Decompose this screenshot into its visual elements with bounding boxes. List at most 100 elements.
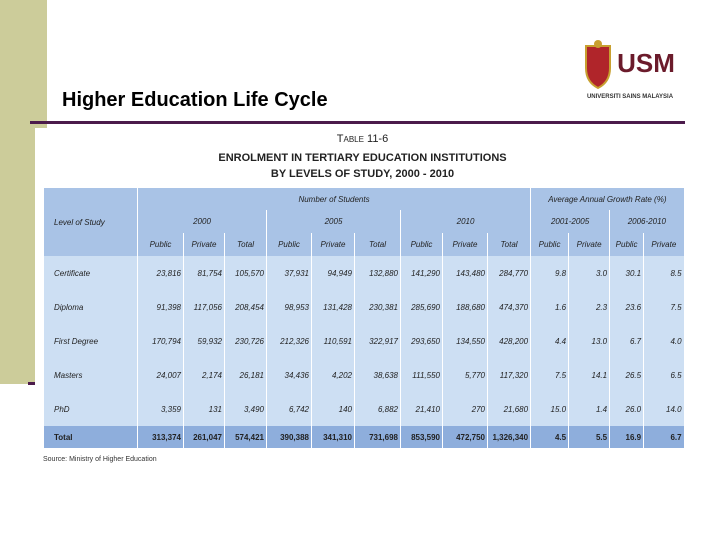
- cell: 341,310: [311, 426, 355, 448]
- cell: 26,181: [224, 358, 267, 392]
- data-row: Diploma 91,398 117,056 208,454 98,953 131,428…: [43, 290, 684, 324]
- cell: 117,320: [486, 358, 531, 392]
- sub-header: Public: [137, 233, 184, 256]
- enrolment-table: Level of Study Number of Students Average …: [43, 188, 684, 448]
- row-label: Diploma: [43, 290, 138, 324]
- data-row: Certificate 23,816 81,754 105,570 37,931 94,9…: [43, 256, 684, 290]
- cell: 1,326,340: [486, 426, 531, 448]
- cell: 6.7: [609, 324, 644, 358]
- sub-header: Private: [568, 233, 610, 256]
- cell: 23.6: [609, 290, 644, 324]
- cell: 5.5: [568, 426, 610, 448]
- slide-title: Higher Education Life Cycle: [62, 89, 328, 111]
- sub-header: Private: [183, 233, 225, 256]
- sub-header: Public: [400, 233, 443, 256]
- table-source: Source: Ministry of Higher Education: [43, 456, 157, 463]
- cell: 3,359: [137, 392, 184, 426]
- cell: 284,770: [486, 256, 531, 290]
- table-number: Table 11-6: [336, 133, 389, 145]
- cell: 474,370: [486, 290, 531, 324]
- row-label: Certificate: [43, 256, 138, 290]
- cell: 4.4: [530, 324, 569, 358]
- header-row: Level of Study Number of Students Average …: [43, 188, 684, 256]
- sub-header: Public: [530, 233, 569, 256]
- cell: 16.9: [609, 426, 644, 448]
- cell: 6.5: [643, 358, 684, 392]
- group-header: Number of Students: [136, 188, 531, 210]
- logo-shield: [585, 45, 611, 90]
- cell: 1.4: [568, 392, 610, 426]
- cell: 9.8: [530, 256, 569, 290]
- cell: 15.0: [530, 392, 569, 426]
- cell: 98,953: [266, 290, 312, 324]
- cell: 170,794: [137, 324, 184, 358]
- sub-header: Total: [224, 233, 267, 256]
- cell: 428,200: [486, 324, 531, 358]
- cell: 26.0: [609, 392, 644, 426]
- cell: 853,590: [400, 426, 443, 448]
- cell: 472,750: [442, 426, 488, 448]
- cell: 390,388: [266, 426, 312, 448]
- sub-header: Public: [609, 233, 644, 256]
- sub-header: Private: [442, 233, 488, 256]
- cell: 21,410: [400, 392, 443, 426]
- cell: 322,917: [354, 324, 401, 358]
- cell: 4.5: [530, 426, 569, 448]
- cell: 261,047: [183, 426, 225, 448]
- cell: 2,174: [183, 358, 225, 392]
- cell: 208,454: [224, 290, 267, 324]
- header-row: 2000 2005 2010 2001-2005 2006-2010: [44, 210, 684, 233]
- period-header: 2001-2005: [530, 210, 610, 233]
- cell: 14.1: [568, 358, 610, 392]
- cell: 3,490: [224, 392, 267, 426]
- cell: 81,754: [183, 256, 225, 290]
- cell: 38,638: [354, 358, 401, 392]
- cell: 293,650: [400, 324, 443, 358]
- cell: 1.6: [530, 290, 569, 324]
- total-row: Total 313,374 261,047 574,421 390,388 341,310…: [43, 426, 684, 448]
- cell: 141,290: [400, 256, 443, 290]
- cell: 131: [183, 392, 225, 426]
- cell: 188,680: [442, 290, 488, 324]
- cell: 4.0: [643, 324, 684, 358]
- cell: 5,770: [442, 358, 488, 392]
- data-row: First Degree 170,794 59,932 230,726 212,326 1…: [43, 324, 684, 358]
- table-heading: ENROLMENT IN TERTIARY EDUCATION INSTITUT…: [218, 152, 507, 164]
- cell: 4,202: [311, 358, 355, 392]
- cell: 14.0: [643, 392, 684, 426]
- row-label: First Degree: [43, 324, 138, 358]
- cell: 8.5: [643, 256, 684, 290]
- cell: 91,398: [137, 290, 184, 324]
- title-rule: [30, 121, 685, 124]
- sub-header: Public: [266, 233, 312, 256]
- cell: 94,949: [311, 256, 355, 290]
- cell: 6,742: [266, 392, 312, 426]
- cell: 34,436: [266, 358, 312, 392]
- sub-header: Private: [311, 233, 355, 256]
- cell: 24,007: [137, 358, 184, 392]
- cell: 230,381: [354, 290, 401, 324]
- sub-header: Private: [643, 233, 684, 256]
- cell: 6,882: [354, 392, 401, 426]
- row-label: Masters: [43, 358, 138, 392]
- cell: 117,056: [183, 290, 225, 324]
- data-row: PhD 3,359 131 3,490 6,742 140 6,882 21,410 270 21…: [43, 392, 684, 426]
- cell: 7.5: [530, 358, 569, 392]
- cell: 59,932: [183, 324, 225, 358]
- cell: 132,880: [354, 256, 401, 290]
- sub-header: Total: [486, 233, 531, 256]
- cell: 3.0: [568, 256, 610, 290]
- table-heading: BY LEVELS OF STUDY, 2000 - 2010: [270, 168, 455, 180]
- cell: 13.0: [568, 324, 610, 358]
- cell: 230,726: [224, 324, 267, 358]
- cell: 30.1: [609, 256, 644, 290]
- logo-mark: USM: [617, 48, 675, 78]
- cell: 26.5: [609, 358, 644, 392]
- logo: USM UNIVERSITI SAINS MALAYSIA: [585, 40, 675, 100]
- header-row: Public Private Total Public Private Total Publ…: [44, 233, 684, 256]
- logo-crest: [594, 40, 602, 48]
- row-label: PhD: [43, 392, 138, 426]
- cell: 6.7: [643, 426, 684, 448]
- cell: 143,480: [442, 256, 488, 290]
